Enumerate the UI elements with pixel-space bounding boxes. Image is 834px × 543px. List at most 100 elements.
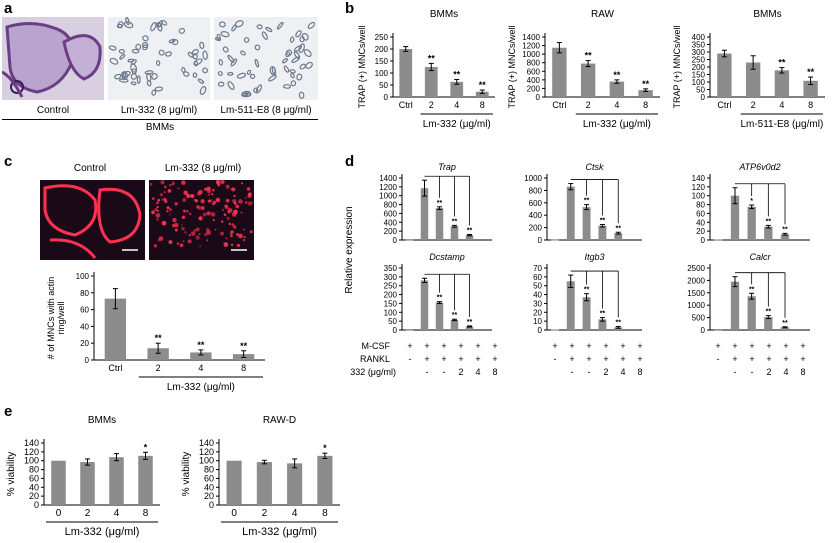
chart-title: Dcstamp [429,252,465,262]
cell-shape [202,50,208,60]
y-tick-label: 800 [384,201,398,210]
significance-mark: * [323,443,327,453]
fluor-dot [242,228,245,231]
bar [104,298,127,360]
y-tick-label: 600 [527,67,541,76]
y-tick-label: 150 [692,71,706,80]
fluor-dot [243,235,246,239]
cell-shape [265,26,273,33]
table-cell: + [424,341,429,351]
significance-mark: ** [437,200,443,207]
bar [638,90,653,97]
fluor-dot [171,223,176,228]
table-cell: + [569,341,574,351]
cell-shape [282,57,288,64]
table-cell: + [637,341,642,351]
chart-b-raw-lm332: RAW TRAP (+) MNCs/well 0200400600800100012… [507,9,660,130]
table-cell: + [732,341,737,351]
table-cell: + [715,341,720,351]
y-tick-label: 600 [384,209,398,218]
fluor-dot [199,245,201,247]
fluor-dot [250,202,253,204]
fluor-dot [149,182,153,186]
significance-mark: ** [467,319,473,326]
fluor-dot [159,193,163,197]
y-tick-label: 0 [384,93,389,102]
chart-title: Itgb3 [584,252,604,262]
bar [714,329,723,331]
cell-shape [261,31,268,40]
fluor-dot [173,222,179,228]
fluor-dot [167,189,172,193]
fluor-dot [151,210,155,215]
bar [405,239,414,241]
significance-mark: ** [749,286,755,293]
fluor-dot [212,218,216,222]
bar [435,302,444,330]
panel-letter-c: c [4,153,13,170]
bar [424,67,438,97]
y-axis-label: TRAP (+) MNCs/well [357,25,367,108]
fluor-dot [238,233,243,239]
cell-shape [130,63,138,73]
bar [317,455,333,505]
fluor-dot [247,193,252,198]
bar [730,195,740,240]
fluor-dot [235,232,239,236]
significance-mark: ** [613,70,621,80]
chart-title: Ctsk [586,162,605,172]
y-tick-label: 300 [692,48,706,57]
chart-d-calcr: Calcr 0 500 1000 1500 2000 2500 ** ** ** [687,252,810,335]
table-cell: + [766,341,771,351]
condition-table: M-CSF + + + + + + + + + + + + + + + + + + RANKL - + + + + + - + + + + +… [350,341,806,377]
chart-title: ATP6v0d2 [738,162,780,172]
y-tick-label: 20 [533,308,542,317]
y-tick-label: 80 [696,201,705,210]
significance-mark: ** [437,295,443,302]
bar [764,317,773,330]
bar [582,297,591,330]
fluor-dot [212,188,215,192]
y-tick-label: 120 [24,447,39,457]
fluor-dot [232,225,237,229]
cell-shape [230,58,238,67]
significance-mark: ** [616,225,622,232]
significance-mark: ** [240,341,248,351]
significance-mark: ** [616,319,622,326]
cell-shape [269,66,276,76]
fluor-dot [208,193,211,196]
x-tick-label: 0 [56,508,62,519]
fluor-dot [244,201,248,204]
fluor-dot [186,210,189,213]
fluor-dot [233,194,236,198]
cell-shape [254,44,261,51]
bar [730,281,740,330]
significance-mark: ** [778,58,786,68]
fluor-dot [233,209,238,215]
bar [147,348,169,360]
y-tick-label: 0 [536,93,541,102]
x-tick-label: 2 [429,100,434,110]
cell-shape [296,73,303,81]
fluor-dot [207,199,211,203]
fluor-dot [171,181,176,185]
cell-shape [142,35,149,42]
fluor-dot [210,212,216,217]
table-cell: - [717,354,720,364]
y-tick-label: 200 [375,45,389,54]
y-tick-label: 80 [204,465,214,475]
significance-mark: ** [584,287,590,294]
y-tick-label: 500 [692,314,706,323]
fluor-dot [156,206,159,209]
fluor-dot [230,234,233,238]
y-tick-label: 100 [692,78,706,87]
fluor-dot [214,228,217,231]
x-axis-label: Lm-332 (μg/ml) [583,119,651,130]
y-tick-label: 50 [388,317,397,326]
fluor-dot [200,206,205,211]
y-tick-label: 40 [29,482,39,492]
fluor-dot [195,227,200,232]
fluor-dot [195,235,200,240]
fluor-dot [161,220,167,226]
